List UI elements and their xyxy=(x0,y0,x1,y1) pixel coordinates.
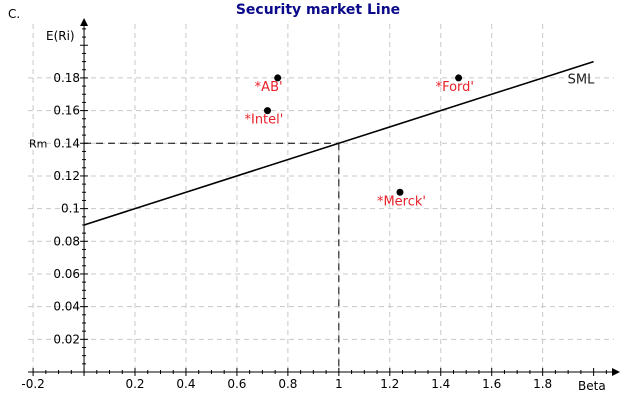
panel-label: C. xyxy=(8,7,20,21)
x-tick-label: 1.6 xyxy=(482,377,501,391)
x-tick-label: 0.2 xyxy=(125,377,144,391)
x-tick-label: 0.6 xyxy=(227,377,246,391)
point-label: *Intel' xyxy=(244,113,283,128)
x-tick-label: 1 xyxy=(335,377,343,391)
x-tick-label: 1.4 xyxy=(431,377,450,391)
data-point xyxy=(396,188,404,196)
data-point xyxy=(455,74,463,82)
y-tick-label: 0.06 xyxy=(53,267,80,281)
sml-layer: SML xyxy=(83,60,595,226)
sml-label: SML xyxy=(568,73,595,88)
y-tick-label: 0.02 xyxy=(53,332,80,346)
point-label: *Merck' xyxy=(377,194,426,209)
points-layer: *AB' *Ford' *Intel' *Merck' xyxy=(244,74,474,209)
data-point xyxy=(274,74,282,82)
grid xyxy=(28,24,614,372)
x-tick-label: 0.4 xyxy=(176,377,195,391)
axes: -0.2 0.2 0.4 0.6 0.8 1 1.2 1.4 1.6 1.8 0.02 0.04 0.0… xyxy=(21,18,620,391)
y-tick-label: 0.04 xyxy=(53,300,80,314)
y-tick-label: 0.08 xyxy=(53,234,80,248)
point-label: *Ford' xyxy=(436,80,474,95)
x-tick-label: 1.2 xyxy=(380,377,399,391)
y-tick-label: 0.16 xyxy=(53,104,80,118)
y-axis-title: E(Ri) xyxy=(46,29,75,43)
x-axis-arrow xyxy=(612,368,620,376)
y-tick-label: 0.14 xyxy=(53,136,80,150)
y-tick-label: 0.1 xyxy=(61,202,80,216)
sml-line xyxy=(83,60,594,226)
y-tick-label: 0.12 xyxy=(53,169,80,183)
x-tick-label: -0.2 xyxy=(21,377,44,391)
x-tick-label: 0.8 xyxy=(278,377,297,391)
market-reference: Rm xyxy=(29,137,340,372)
y-tick-label: 0.18 xyxy=(53,71,80,85)
x-tick-label: 1.8 xyxy=(533,377,552,391)
market-label: Rm xyxy=(29,137,47,150)
x-axis-title: Beta xyxy=(578,379,606,393)
y-axis-arrow xyxy=(80,18,89,26)
chart-title: Security market Line xyxy=(236,2,400,18)
data-point xyxy=(263,107,271,115)
point-label: *AB' xyxy=(255,80,283,95)
